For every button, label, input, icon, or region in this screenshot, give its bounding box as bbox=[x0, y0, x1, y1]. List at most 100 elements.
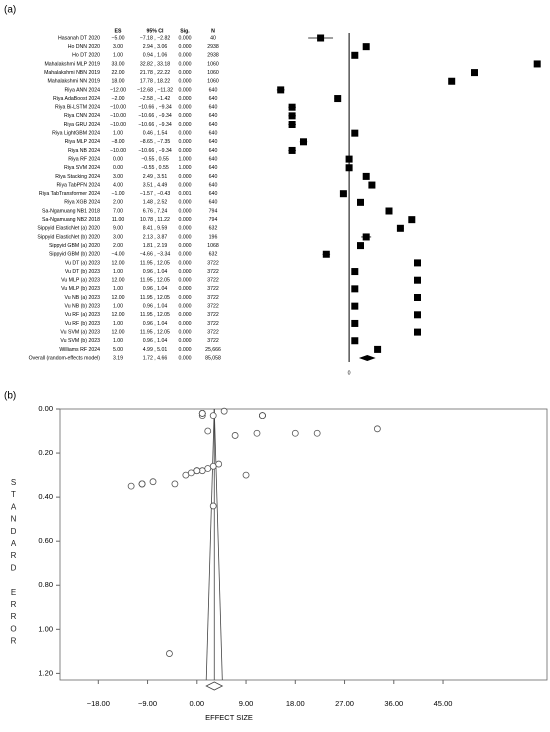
study-point bbox=[166, 650, 173, 657]
effect-size: −8.00 bbox=[111, 139, 124, 145]
significance: 0.000 bbox=[179, 174, 192, 180]
effect-size: 1.00 bbox=[113, 321, 123, 327]
effect-marker bbox=[414, 311, 421, 319]
significance: 0.000 bbox=[179, 321, 192, 327]
effect-marker bbox=[334, 95, 342, 103]
confidence-interval: 21.78 , 22.22 bbox=[140, 70, 170, 76]
study-label: Riya TabPFN 2024 bbox=[57, 182, 101, 188]
study-label: Riya NB 2024 bbox=[68, 148, 100, 154]
significance: 0.000 bbox=[179, 234, 192, 240]
significance: 0.000 bbox=[179, 61, 192, 67]
study-label: Riya Stacking 2024 bbox=[55, 174, 100, 180]
effect-size: 7.00 bbox=[113, 208, 123, 214]
x-axis-label: EFFECT SIZE bbox=[205, 713, 253, 722]
effect-marker bbox=[288, 103, 296, 111]
significance: 0.000 bbox=[179, 87, 192, 93]
confidence-interval: −0.55 , 0.55 bbox=[141, 156, 169, 162]
sample-size: 794 bbox=[209, 208, 218, 214]
effect-marker bbox=[351, 319, 359, 327]
y-tick-label: 0.20 bbox=[38, 448, 53, 457]
panel-label: (b) bbox=[4, 391, 16, 402]
study-point bbox=[231, 432, 239, 439]
significance: 0.000 bbox=[179, 347, 192, 353]
confidence-interval: −10.66 , −9.34 bbox=[138, 122, 172, 128]
significance: 0.000 bbox=[179, 269, 192, 275]
sample-size: 3722 bbox=[207, 260, 219, 266]
effect-marker bbox=[300, 138, 307, 146]
study-label: Mahalakshmi MLP 2019 bbox=[44, 61, 100, 67]
study-label: Riya GRU 2024 bbox=[64, 122, 100, 128]
significance: 0.000 bbox=[179, 329, 192, 335]
sample-size: 640 bbox=[209, 139, 218, 145]
confidence-interval: −1.57 , −0.43 bbox=[140, 191, 171, 197]
study-point bbox=[291, 429, 299, 437]
sample-size: 3722 bbox=[207, 295, 219, 301]
effect-size: −10.00 bbox=[110, 148, 126, 154]
effect-marker bbox=[533, 60, 541, 68]
plot-frame bbox=[59, 408, 548, 681]
effect-size: 3.00 bbox=[113, 44, 123, 50]
sample-size: 1060 bbox=[207, 61, 219, 67]
study-point bbox=[187, 469, 195, 477]
significance: 0.000 bbox=[179, 217, 192, 223]
sample-size: 2938 bbox=[207, 44, 219, 50]
effect-marker bbox=[288, 146, 296, 154]
confidence-interval: 11.95 , 12.05 bbox=[140, 260, 170, 266]
significance: 0.000 bbox=[179, 278, 192, 284]
x-tick-label: 36.00 bbox=[384, 699, 403, 708]
confidence-interval: 0.96 , 1.04 bbox=[143, 338, 168, 344]
sample-size: 3722 bbox=[207, 338, 219, 344]
study-label: Vu NB (b) 2023 bbox=[64, 304, 100, 310]
study-label: Vu SVM (a) 2023 bbox=[60, 329, 100, 335]
study-label: Sippyid ElasticNet (b) 2020 bbox=[37, 234, 100, 240]
sample-size: 640 bbox=[209, 87, 218, 93]
effect-size: −4.00 bbox=[111, 252, 124, 258]
sample-size: 640 bbox=[209, 96, 218, 102]
study-label: Riya Bi-LSTM 2024 bbox=[55, 105, 100, 111]
significance: 0.001 bbox=[179, 191, 192, 197]
effect-size: −1.00 bbox=[111, 191, 124, 197]
effect-marker bbox=[351, 302, 359, 310]
effect-size: −5.00 bbox=[111, 35, 124, 41]
significance: 0.000 bbox=[179, 286, 192, 292]
sample-size: 3722 bbox=[207, 269, 219, 275]
study-point bbox=[149, 478, 157, 486]
effect-size: 3.00 bbox=[113, 234, 123, 240]
funnel-line bbox=[213, 408, 223, 681]
significance: 0.000 bbox=[179, 35, 192, 41]
sample-size: 196 bbox=[209, 234, 218, 240]
x-tick-label: −18.00 bbox=[87, 699, 110, 708]
sample-size: 2938 bbox=[207, 53, 219, 59]
significance: 0.000 bbox=[179, 105, 192, 111]
sample-size: 3722 bbox=[207, 312, 219, 318]
x-tick-label: 0.00 bbox=[189, 699, 204, 708]
significance: 1.000 bbox=[179, 156, 192, 162]
confidence-interval: −2.58 , −1.42 bbox=[140, 96, 171, 102]
study-point bbox=[242, 471, 250, 479]
significance: 0.000 bbox=[179, 295, 192, 301]
pooled-diamond bbox=[205, 681, 224, 691]
y-tick-label: 0.60 bbox=[38, 536, 53, 545]
confidence-interval: 17.78 , 18.22 bbox=[140, 79, 170, 85]
effect-size: 3.00 bbox=[113, 174, 123, 180]
significance: 0.000 bbox=[179, 182, 192, 188]
sample-size: 85,058 bbox=[205, 355, 221, 361]
sample-size: 40 bbox=[210, 35, 216, 41]
effect-marker bbox=[396, 224, 404, 232]
y-tick-label: 1.20 bbox=[38, 668, 53, 677]
effect-size: 0.00 bbox=[113, 165, 123, 171]
effect-marker bbox=[414, 328, 421, 336]
significance: 0.000 bbox=[179, 260, 192, 266]
study-label: Riya TabTransformer 2024 bbox=[39, 191, 100, 197]
significance: 0.000 bbox=[179, 226, 192, 232]
study-label: Sa-Ngamuang NB2 2018 bbox=[42, 217, 100, 223]
study-label: Williams RF 2024 bbox=[59, 347, 100, 353]
effect-size: −12.00 bbox=[110, 87, 126, 93]
effect-size: 2.00 bbox=[113, 243, 123, 249]
effect-size: 33.00 bbox=[112, 61, 125, 67]
study-point bbox=[138, 480, 146, 488]
effect-size: 11.00 bbox=[112, 217, 125, 223]
study-label: Riya MLP 2024 bbox=[65, 139, 100, 145]
column-header: Sig. bbox=[180, 28, 190, 34]
